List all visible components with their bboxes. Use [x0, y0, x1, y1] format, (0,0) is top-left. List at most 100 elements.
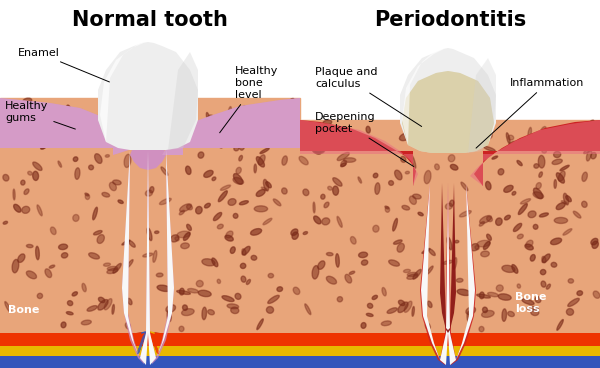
Ellipse shape	[533, 188, 542, 199]
Polygon shape	[300, 356, 600, 368]
Ellipse shape	[514, 223, 521, 231]
Ellipse shape	[385, 206, 389, 209]
Ellipse shape	[538, 141, 544, 146]
Ellipse shape	[403, 123, 412, 127]
Ellipse shape	[395, 170, 402, 180]
Ellipse shape	[397, 243, 404, 252]
Ellipse shape	[35, 246, 40, 260]
Ellipse shape	[508, 135, 514, 140]
Ellipse shape	[293, 287, 300, 294]
Polygon shape	[0, 346, 300, 358]
Ellipse shape	[284, 128, 294, 134]
Ellipse shape	[228, 107, 232, 119]
Ellipse shape	[104, 299, 112, 310]
Ellipse shape	[263, 218, 272, 225]
Ellipse shape	[67, 301, 73, 305]
Ellipse shape	[28, 171, 32, 175]
Ellipse shape	[332, 132, 341, 137]
Ellipse shape	[542, 254, 550, 263]
Ellipse shape	[551, 238, 562, 245]
Ellipse shape	[574, 130, 587, 134]
Ellipse shape	[238, 121, 244, 127]
Polygon shape	[300, 120, 416, 186]
Ellipse shape	[367, 141, 374, 145]
Ellipse shape	[258, 155, 265, 165]
Ellipse shape	[102, 192, 110, 197]
Polygon shape	[420, 183, 448, 365]
Ellipse shape	[209, 121, 218, 127]
Ellipse shape	[591, 152, 596, 159]
Ellipse shape	[398, 300, 405, 305]
Ellipse shape	[89, 165, 94, 170]
Ellipse shape	[233, 174, 242, 184]
Ellipse shape	[10, 118, 15, 124]
Ellipse shape	[538, 155, 545, 168]
Ellipse shape	[303, 231, 308, 234]
Ellipse shape	[59, 244, 68, 250]
Ellipse shape	[268, 295, 279, 304]
Ellipse shape	[477, 294, 490, 298]
Ellipse shape	[366, 126, 370, 133]
Ellipse shape	[5, 117, 10, 122]
Ellipse shape	[566, 308, 574, 315]
Ellipse shape	[470, 244, 479, 251]
Polygon shape	[0, 98, 135, 155]
Ellipse shape	[530, 255, 535, 261]
Ellipse shape	[82, 320, 91, 325]
Ellipse shape	[179, 204, 191, 212]
Ellipse shape	[361, 142, 367, 145]
Ellipse shape	[61, 253, 68, 258]
Ellipse shape	[541, 269, 546, 275]
Polygon shape	[300, 346, 600, 358]
Ellipse shape	[382, 287, 386, 296]
Ellipse shape	[101, 138, 106, 144]
Ellipse shape	[539, 127, 547, 139]
Ellipse shape	[0, 138, 8, 147]
Ellipse shape	[18, 254, 25, 262]
Ellipse shape	[525, 244, 533, 250]
Ellipse shape	[453, 258, 457, 269]
Ellipse shape	[66, 105, 70, 112]
Ellipse shape	[184, 127, 195, 132]
Ellipse shape	[413, 269, 421, 279]
Ellipse shape	[526, 240, 533, 247]
Ellipse shape	[424, 170, 431, 184]
Ellipse shape	[127, 260, 133, 268]
Ellipse shape	[230, 247, 235, 254]
Ellipse shape	[554, 151, 561, 158]
Ellipse shape	[400, 133, 411, 141]
Text: Healthy
bone
level: Healthy bone level	[220, 66, 278, 133]
Ellipse shape	[160, 198, 171, 205]
Ellipse shape	[166, 305, 176, 312]
Ellipse shape	[238, 138, 245, 150]
Text: Normal tooth: Normal tooth	[72, 10, 228, 30]
Ellipse shape	[541, 281, 546, 287]
Ellipse shape	[387, 308, 397, 314]
Ellipse shape	[402, 205, 410, 210]
Ellipse shape	[367, 313, 373, 316]
Ellipse shape	[496, 218, 502, 226]
Polygon shape	[98, 42, 198, 150]
Polygon shape	[122, 155, 148, 364]
Ellipse shape	[268, 273, 274, 278]
Ellipse shape	[591, 238, 598, 245]
Ellipse shape	[125, 323, 130, 329]
Ellipse shape	[103, 101, 112, 105]
Ellipse shape	[225, 235, 233, 241]
Polygon shape	[402, 71, 494, 153]
Ellipse shape	[482, 121, 487, 131]
Ellipse shape	[98, 300, 108, 310]
Ellipse shape	[204, 170, 213, 177]
Ellipse shape	[322, 218, 330, 225]
Ellipse shape	[233, 177, 244, 184]
Ellipse shape	[326, 252, 333, 256]
Ellipse shape	[274, 109, 287, 113]
Ellipse shape	[488, 292, 499, 297]
Ellipse shape	[324, 202, 329, 208]
Ellipse shape	[179, 326, 184, 332]
Ellipse shape	[305, 137, 310, 142]
Ellipse shape	[408, 121, 411, 135]
Ellipse shape	[214, 212, 221, 221]
Ellipse shape	[61, 122, 67, 125]
Ellipse shape	[518, 204, 527, 215]
